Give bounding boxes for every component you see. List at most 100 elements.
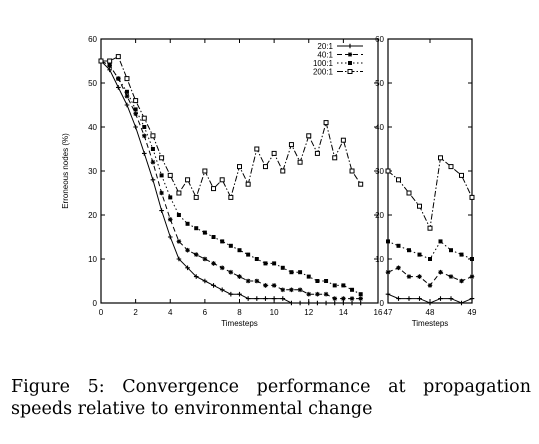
main-series-200-1-point-8 [167,172,173,178]
inset-series-20-1-point-3 [417,296,422,301]
inset-x-axis-label: Timesteps [412,319,449,328]
main-series-20-1-point-6 [150,177,156,183]
figure-label: Figure 5: [11,377,105,397]
main-series-200-1-point-1 [107,58,113,64]
inset-series-40-1-line [387,267,473,287]
main-series-100-1-point-22 [289,270,294,275]
main-series-20-1-point-11 [193,274,199,279]
inset-series-200-1-point-0 [385,168,391,174]
main-series-100-1-point-1 [107,63,112,68]
main-series-40-1-point-18 [254,278,260,284]
main-series-100-1-point-14 [220,239,225,244]
legend-label-200-1: 200:1 [313,68,334,77]
main-xtick-label-14: 14 [339,308,348,317]
main-series-40-1-point-7 [159,190,164,196]
main-series-20-1-point-13 [211,283,216,288]
main-xtick-label-0: 0 [99,308,104,317]
main-series-100-1-point-2 [116,76,121,81]
main-series-100-1-point-19 [263,261,268,266]
main-series-100-1-point-30 [358,292,363,297]
main-series-20-1-point-18 [254,296,260,301]
main-series-40-1-point-11 [193,252,199,257]
main-series-100-1-point-25 [315,279,320,283]
main-series-40-1-point-4 [133,111,138,117]
main-series-100-1-point-17 [246,252,251,257]
main-series-40-1-point-29 [349,296,355,301]
main-xtick-label-10: 10 [270,308,279,317]
main-series-20-1-point-25 [315,300,320,306]
inset-series-40-1-point-3 [417,274,422,279]
main-series-40-1-point-25 [315,291,320,297]
main-series-100-1-point-20 [272,261,277,266]
inset-series-100-1-point-7 [459,252,464,257]
main-x-axis-label: Timesteps [221,319,258,328]
main-series-200-1-point-26 [323,120,329,126]
inset-series-200-1-point-8 [469,194,475,200]
main-series-40-1-point-15 [228,269,234,275]
inset-series-40-1-point-0 [385,269,391,275]
main-series-40-1-point-27 [332,296,338,301]
main-ytick-label-0: 0 [93,299,98,308]
main-series-100-1-point-9 [176,213,181,217]
main-series-200-1-line [101,55,362,199]
main-series-200-1-point-2 [115,54,121,60]
main-series-200-1-point-22 [288,142,294,148]
main-series-200-1-point-14 [219,177,225,183]
main-series-100-1-point-12 [202,230,207,235]
inset-xtick-label-49: 49 [468,308,477,317]
main-series-100-1-point-23 [298,270,303,275]
main-xtick-label-8: 8 [237,308,242,317]
main-series-40-1-point-6 [150,159,156,165]
inset-series-20-1-point-4 [427,300,433,306]
main-series-200-1-point-0 [98,58,104,64]
main-series-40-1-point-13 [211,261,216,266]
main-series-100-1-point-18 [254,257,259,261]
inset-series-100-1-point-4 [428,257,432,261]
main-ytick-label-60: 60 [88,35,97,44]
inset-plot-frame [387,38,473,304]
inset-xtick-label-48: 48 [426,308,435,317]
main-series-20-1-point-5 [141,151,147,156]
main-series-200-1-point-10 [185,177,191,183]
main-series-100-1-point-4 [133,107,138,112]
main-series-200-1-point-13 [211,186,217,192]
main-series-20-1-point-2 [116,85,121,90]
main-series-20-1-point-29 [349,300,355,306]
inset-series-200-1-point-2 [406,190,412,196]
inset-xtick-label-47: 47 [384,308,393,317]
main-plot-frame [100,38,379,304]
main-series-40-1-point-22 [289,287,294,293]
main-series-20-1-point-24 [306,300,312,306]
main-series-20-1-point-12 [202,278,208,284]
main-series-40-1-point-20 [271,283,277,288]
legend-marker-100-1 [348,61,352,65]
inset-series-40-1-point-7 [459,278,464,284]
inset-series-40-1-point-1 [396,265,401,271]
main-series-100-1-point-10 [185,221,190,226]
main-ytick-label-20: 20 [88,211,97,220]
main-xtick-label-12: 12 [304,308,313,317]
main-series-40-1-point-28 [341,296,346,301]
main-series-20-1-point-28 [341,300,346,306]
main-series-20-1-point-17 [245,296,251,301]
inset-ytick-label-40: 40 [375,123,384,132]
main-series-20-1-point-8 [167,234,173,240]
main-series-100-1-point-7 [159,173,164,178]
inset-series-200-1-point-1 [396,177,401,183]
main-series-40-1-point-12 [202,256,208,262]
main-series-200-1-point-16 [237,164,242,170]
main-series-100-1-point-5 [142,125,147,129]
main-series-40-1-point-8 [167,217,173,222]
inset-series-40-1-point-4 [427,283,433,288]
main-series-40-1-point-5 [141,133,147,139]
inset-series-100-1-line [387,240,473,260]
main-series-200-1-point-5 [141,115,147,121]
legend-label-100-1: 100:1 [313,59,334,68]
inset-series-100-1-point-1 [396,243,401,248]
main-series-200-1-point-4 [133,98,139,104]
main-series-200-1-point-24 [306,133,312,139]
inset-series-200-1-point-6 [448,164,454,170]
y-axis-label: Erroneous nodes (%) [61,133,70,209]
main-series-40-1-point-19 [263,283,268,288]
